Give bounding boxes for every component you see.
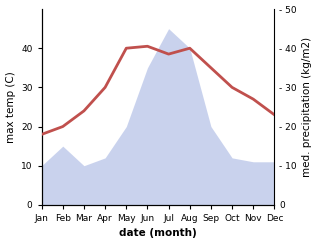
X-axis label: date (month): date (month)	[119, 228, 197, 238]
Y-axis label: med. precipitation (kg/m2): med. precipitation (kg/m2)	[302, 37, 313, 177]
Y-axis label: max temp (C): max temp (C)	[5, 71, 16, 143]
